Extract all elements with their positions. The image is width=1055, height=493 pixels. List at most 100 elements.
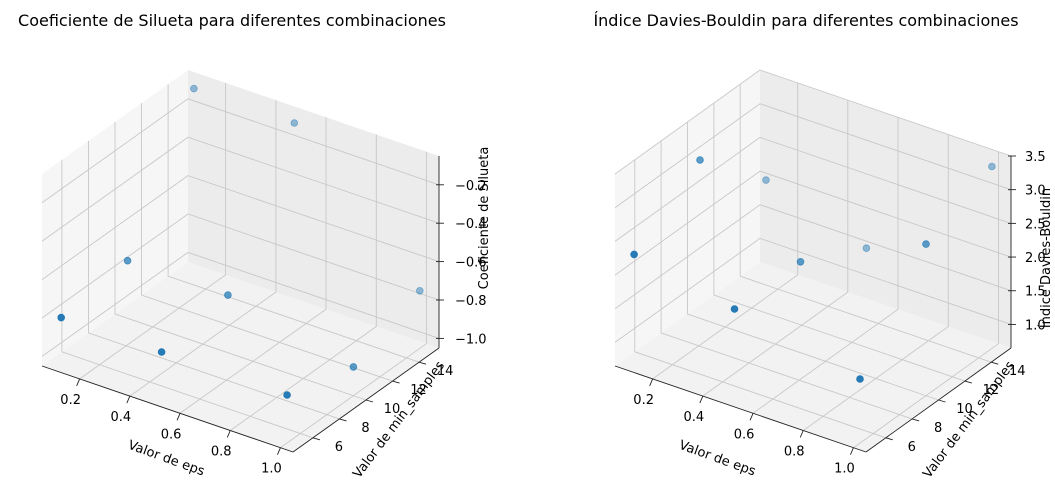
z-gridline [614,204,1012,310]
data-point [796,257,805,266]
y-tick-mark [912,418,920,422]
x-gridline [803,134,949,431]
data-point [856,375,864,383]
z-gridline [41,213,440,319]
y-tick-mark [938,399,946,403]
y-tick-label: 12 [410,383,427,398]
x-tick-label: 1.0 [261,462,282,477]
y-tick-label: 10 [384,402,401,417]
x-tick-label: 0.2 [633,393,654,408]
y-gridline [634,159,886,439]
x-tick-label: 0.6 [161,427,182,442]
silhouette-chart: Coeficiente de Silueta para diferentes c… [18,11,492,481]
data-point [696,156,704,164]
z-tick-label: 3.0 [1025,184,1046,199]
data-point [730,305,739,313]
data-point [762,176,770,184]
x-tick-label: 0.8 [211,445,232,460]
z-tick-label: −1.0 [455,332,487,347]
z-gridline [614,136,1012,242]
x-tick-mark [649,378,654,387]
z-tick-label: −0.4 [455,217,487,232]
y-tick-mark [418,361,427,365]
y-tick-label: 14 [1009,364,1026,379]
data-point [630,250,638,259]
y-tick-mark [885,437,893,441]
x-tick-label: 0.8 [784,445,805,460]
y-tick-mark [312,437,321,441]
y-tick-label: 8 [934,421,942,436]
y-gridline [660,140,913,420]
x-gridline [752,117,899,414]
x-axis-label: Valor de eps [126,438,207,480]
data-point [283,391,291,399]
data-point [290,119,299,127]
x-gridline [129,100,277,397]
y-gridline [687,122,939,401]
y-tick-label: 10 [956,402,973,417]
data-point [157,348,166,356]
x-gridline [230,134,377,431]
y-gridline [167,84,420,363]
y-gridline [739,84,992,363]
x-tick-mark [749,413,754,421]
data-point [349,363,358,371]
y-tick-label: 8 [361,421,369,436]
data-point [862,244,871,253]
x-gridline [702,100,849,397]
x-tick-mark [699,395,704,404]
x-gridline [853,151,999,449]
z-axis-label: Coeficiente de Silueta [477,147,492,290]
z-tick-label: −0.2 [455,179,487,194]
data-point [190,84,198,93]
x-tick-mark [277,447,281,455]
z-tick-label: −0.6 [455,256,487,271]
y-tick-label: 6 [335,440,343,455]
y-tick-label: 14 [437,364,454,379]
x-tick-mark [226,430,231,438]
z-gridline [41,136,440,242]
data-point [57,313,65,322]
x-tick-mark [176,413,181,421]
y-tick-mark [392,380,400,384]
y-gridline [713,103,966,382]
z-gridline [41,175,440,280]
x-gridline [280,151,427,449]
x-tick-label: 0.4 [111,410,132,425]
z-gridline [614,103,1012,209]
data-point [123,256,132,265]
y-gridline [114,122,367,401]
data-point [988,162,996,171]
y-tick-mark [964,380,972,384]
z-tick-label: −0.8 [455,294,487,309]
y-tick-mark [365,399,374,403]
x-tick-label: 0.4 [684,410,705,425]
z-gridline [41,98,440,204]
z-gridline [614,237,1012,343]
x-tick-mark [850,447,854,455]
y-gridline [141,103,393,382]
data-point [415,286,424,295]
x-tick-label: 0.6 [734,427,755,442]
z-tick-label: 1.0 [1025,318,1046,333]
z-tick-label: 2.5 [1025,217,1046,232]
davies-bouldin-chart: Índice Davies-Bouldin para diferentes co… [593,11,1054,481]
x-axis-label: Valor de eps [677,438,758,480]
x-axis-line [41,365,294,453]
z-tick-label: 1.5 [1025,285,1046,300]
z-gridline [614,69,1012,175]
x-axis-line [614,365,867,453]
y-tick-mark [339,418,347,422]
y-tick-label: 6 [908,440,916,455]
y-tick-label: 12 [983,383,1000,398]
z-tick-label: 2.0 [1025,251,1046,266]
y-gridline [88,140,340,420]
x-gridline [179,117,327,414]
y-tick-mark [991,361,999,365]
z-gridline [614,170,1012,276]
chart-title: Coeficiente de Silueta para diferentes c… [18,11,446,30]
x-gridline [652,82,799,380]
z-tick-label: 3.5 [1025,150,1046,165]
y-gridline [61,159,314,439]
